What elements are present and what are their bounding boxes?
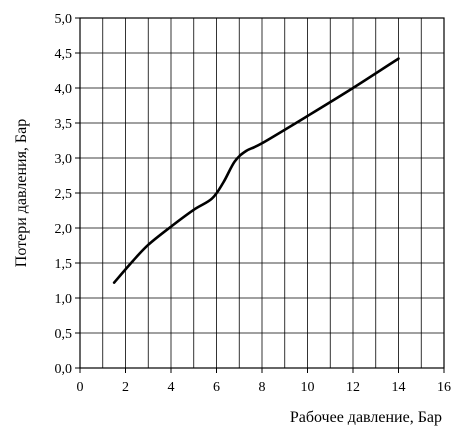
x-tick-label: 12	[346, 380, 360, 395]
axis-ticks: 0 2 4 6 8 10 12 14 16 0,0 0,5 1,0 1,5 2,0 2,5 3,0 3,5 4,0…	[55, 12, 452, 395]
y-tick-label: 0,5	[55, 327, 73, 342]
x-tick-label: 0	[77, 380, 84, 395]
y-tick-label: 3,5	[55, 117, 73, 132]
y-tick-label: 5,0	[55, 12, 73, 27]
x-tick-label: 10	[301, 380, 315, 395]
x-tick-label: 14	[392, 380, 406, 395]
y-tick-label: 4,5	[55, 47, 73, 62]
y-tick-label: 2,5	[55, 187, 73, 202]
y-tick-label: 2,0	[55, 222, 73, 237]
series-line	[112, 57, 400, 284]
series-layer	[112, 57, 400, 284]
y-tick-label: 3,0	[55, 152, 73, 167]
y-tick-label: 1,5	[55, 257, 73, 272]
x-tick-label: 8	[259, 380, 266, 395]
y-tick-label: 4,0	[55, 82, 73, 97]
x-tick-label: 16	[437, 380, 451, 395]
x-tick-label: 2	[122, 380, 129, 395]
y-tick-label: 0,0	[55, 362, 73, 377]
grid	[79, 17, 445, 369]
x-tick-label: 6	[213, 380, 220, 395]
x-tick-label: 4	[168, 380, 175, 395]
x-axis-title: Рабочее давление, Бар	[290, 409, 442, 426]
y-tick-label: 1,0	[55, 292, 73, 307]
y-axis-title: Потери давления, Бар	[13, 119, 30, 267]
